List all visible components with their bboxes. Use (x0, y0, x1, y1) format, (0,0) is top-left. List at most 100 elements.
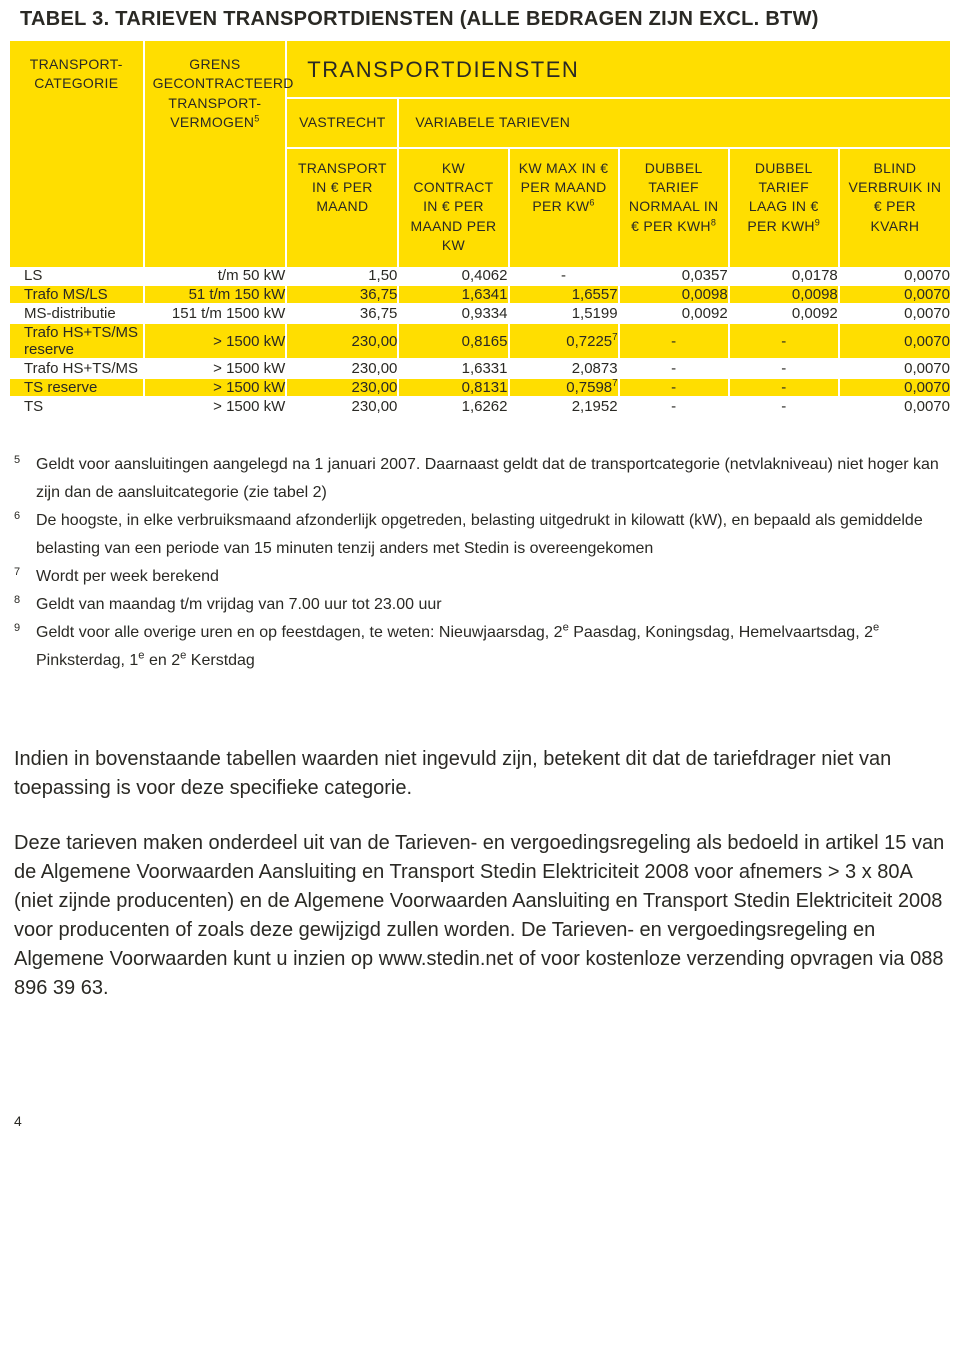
footnote: 8Geldt van maandag t/m vrijdag van 7.00 … (14, 591, 946, 619)
hdr-variabele: VARIABELE TARIEVEN (399, 99, 950, 148)
table-cell: 0,0070 (840, 324, 950, 360)
footnote-number: 6 (14, 507, 36, 563)
col-transport-categorie: TRANSPORT- CATEGORIE (10, 41, 145, 267)
table-cell: 2,0873 (510, 360, 620, 379)
footnote-number: 5 (14, 451, 36, 507)
hdr-dubbel-normaal: DUBBEL TARIEF NORMAAL IN € PER KWH8 (620, 149, 730, 268)
body-copy: Indien in bovenstaande tabellen waarden … (14, 745, 946, 1003)
table-cell: 230,00 (287, 324, 399, 360)
table-cell: Trafo HS+TS/MS reserve (10, 324, 145, 360)
hdr-dubbel-normaal-text: DUBBEL TARIEF NORMAAL IN € PER KWH (629, 160, 719, 234)
table-cell: 0,0092 (730, 305, 840, 324)
table-row: Trafo MS/LS51 t/m 150 kW36,751,63411,655… (10, 286, 950, 305)
table-cell: 1,6262 (399, 398, 509, 417)
hdr-kw-contract: KW CONTRACT IN € PER MAAND PER KW (399, 149, 509, 268)
table-cell: Trafo HS+TS/MS (10, 360, 145, 379)
footnote-number: 9 (14, 619, 36, 675)
hdr-grens: GRENS GECONTRACTEERD TRANSPORT-VERMOGEN (153, 56, 294, 130)
table-cell: 1,6331 (399, 360, 509, 379)
table-cell: 0,0357 (620, 267, 730, 286)
table-cell: - (730, 398, 840, 417)
table-cell: 0,0070 (840, 286, 950, 305)
table-cell: 0,0092 (620, 305, 730, 324)
footnote: 6De hoogste, in elke verbruiksmaand afzo… (14, 507, 946, 563)
table-row: MS-distributie151 t/m 1500 kW36,750,9334… (10, 305, 950, 324)
hdr-vastrecht: VASTRECHT (287, 99, 399, 148)
table-cell: 1,50 (287, 267, 399, 286)
table-cell: 36,75 (287, 305, 399, 324)
footnote-number: 7 (14, 563, 36, 591)
table-cell: TS (10, 398, 145, 417)
hdr-dubbel-laag-sup: 9 (815, 217, 820, 227)
table-cell: 0,72257 (510, 324, 620, 360)
footnotes: 5Geldt voor aansluitingen aangelegd na 1… (14, 451, 946, 675)
table-cell: - (510, 267, 620, 286)
table-cell: - (730, 360, 840, 379)
table-cell: 230,00 (287, 360, 399, 379)
hdr-dubbel-laag-text: DUBBEL TARIEF LAAG IN € PER KWH (747, 160, 818, 234)
table-cell: 0,0070 (840, 267, 950, 286)
table-cell: 230,00 (287, 398, 399, 417)
table-cell: 1,6557 (510, 286, 620, 305)
table-cell: 0,4062 (399, 267, 509, 286)
footnote-text: De hoogste, in elke verbruiksmaand afzon… (36, 507, 946, 563)
table-cell: > 1500 kW (145, 360, 288, 379)
table-cell: TS reserve (10, 379, 145, 398)
table-cell: 0,0070 (840, 398, 950, 417)
col-grens: GRENS GECONTRACTEERD TRANSPORT-VERMOGEN5 (145, 41, 288, 267)
table-cell: - (730, 379, 840, 398)
table-cell: > 1500 kW (145, 379, 288, 398)
table-row: TS reserve> 1500 kW230,000,81310,75987--… (10, 379, 950, 398)
tariff-tbody: LSt/m 50 kW1,500,4062-0,03570,01780,0070… (10, 267, 950, 417)
table-row: Trafo HS+TS/MS reserve> 1500 kW230,000,8… (10, 324, 950, 360)
body-p1: Indien in bovenstaande tabellen waarden … (14, 745, 946, 803)
footnote-number: 8 (14, 591, 36, 619)
table-cell: - (730, 324, 840, 360)
table-cell: 0,8131 (399, 379, 509, 398)
table-cell: 0,0070 (840, 360, 950, 379)
table-cell: 0,9334 (399, 305, 509, 324)
table-row: TS> 1500 kW230,001,62622,1952--0,0070 (10, 398, 950, 417)
hdr-transport-eur: TRANSPORT IN € PER MAAND (287, 149, 399, 268)
table-cell: 0,0070 (840, 305, 950, 324)
page-number: 4 (10, 1113, 950, 1129)
table-cell: 1,5199 (510, 305, 620, 324)
table-cell: t/m 50 kW (145, 267, 288, 286)
table-cell: > 1500 kW (145, 324, 288, 360)
footnote: 9Geldt voor alle overige uren en op fees… (14, 619, 946, 675)
table-cell: 0,0070 (840, 379, 950, 398)
table-row: LSt/m 50 kW1,500,4062-0,03570,01780,0070 (10, 267, 950, 286)
footnote: 7Wordt per week berekend (14, 563, 946, 591)
table-cell: - (620, 360, 730, 379)
hdr-dubbel-normaal-sup: 8 (711, 217, 716, 227)
hdr-grens-sup: 5 (254, 113, 259, 123)
table-cell: - (620, 379, 730, 398)
table-cell: 51 t/m 150 kW (145, 286, 288, 305)
table-cell: 0,0098 (730, 286, 840, 305)
table-cell: 2,1952 (510, 398, 620, 417)
table-row: Trafo HS+TS/MS> 1500 kW230,001,63312,087… (10, 360, 950, 379)
footnote: 5Geldt voor aansluitingen aangelegd na 1… (14, 451, 946, 507)
page-title: TABEL 3. TARIEVEN TRANSPORTDIENSTEN (ALL… (10, 0, 950, 41)
hdr-transport-cat: TRANSPORT- CATEGORIE (30, 56, 123, 91)
table-cell: 0,0098 (620, 286, 730, 305)
tariff-table: TRANSPORT- CATEGORIE GRENS GECONTRACTEER… (10, 41, 950, 417)
table-cell: 151 t/m 1500 kW (145, 305, 288, 324)
footnote-text: Geldt voor aansluitingen aangelegd na 1 … (36, 451, 946, 507)
hdr-kw-max-text: KW MAX IN € PER MAAND PER KW (519, 160, 609, 215)
footnote-text: Geldt van maandag t/m vrijdag van 7.00 u… (36, 591, 946, 619)
footnote-text: Geldt voor alle overige uren en op feest… (36, 619, 946, 675)
hdr-kw-max-sup: 6 (589, 198, 594, 208)
table-cell: - (620, 398, 730, 417)
body-p2: Deze tarieven maken onderdeel uit van de… (14, 829, 946, 1003)
table-cell: 0,0178 (730, 267, 840, 286)
table-cell: 36,75 (287, 286, 399, 305)
table-cell: Trafo MS/LS (10, 286, 145, 305)
table-cell: LS (10, 267, 145, 286)
table-cell: - (620, 324, 730, 360)
table-cell: 230,00 (287, 379, 399, 398)
table-cell: 0,75987 (510, 379, 620, 398)
hdr-dubbel-laag: DUBBEL TARIEF LAAG IN € PER KWH9 (730, 149, 840, 268)
hdr-kw-max: KW MAX IN € PER MAAND PER KW6 (510, 149, 620, 268)
table-cell: > 1500 kW (145, 398, 288, 417)
